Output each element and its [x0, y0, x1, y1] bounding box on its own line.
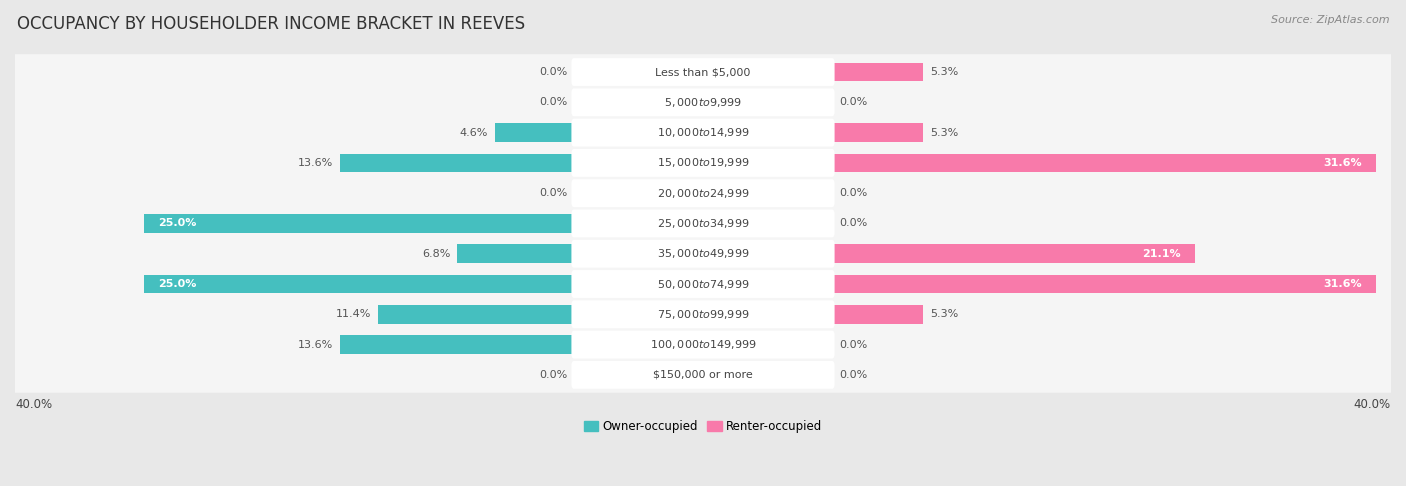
FancyBboxPatch shape	[571, 88, 835, 116]
Text: Less than $5,000: Less than $5,000	[655, 67, 751, 77]
FancyBboxPatch shape	[13, 266, 1393, 302]
FancyBboxPatch shape	[571, 179, 835, 207]
FancyBboxPatch shape	[571, 240, 835, 268]
Bar	[832, 244, 1195, 263]
FancyBboxPatch shape	[13, 296, 1393, 332]
FancyBboxPatch shape	[571, 270, 835, 298]
FancyBboxPatch shape	[13, 357, 1393, 393]
Text: 0.0%: 0.0%	[538, 188, 567, 198]
FancyBboxPatch shape	[571, 58, 835, 86]
Text: $5,000 to $9,999: $5,000 to $9,999	[664, 96, 742, 109]
FancyBboxPatch shape	[571, 330, 835, 359]
FancyBboxPatch shape	[13, 236, 1393, 272]
Text: 13.6%: 13.6%	[298, 158, 333, 168]
Bar	[143, 275, 574, 294]
FancyBboxPatch shape	[13, 327, 1393, 363]
Text: OCCUPANCY BY HOUSEHOLDER INCOME BRACKET IN REEVES: OCCUPANCY BY HOUSEHOLDER INCOME BRACKET …	[17, 15, 524, 33]
Text: $50,000 to $74,999: $50,000 to $74,999	[657, 278, 749, 291]
Bar	[832, 305, 924, 324]
FancyBboxPatch shape	[571, 119, 835, 147]
Text: 0.0%: 0.0%	[839, 188, 868, 198]
Text: 5.3%: 5.3%	[929, 67, 959, 77]
FancyBboxPatch shape	[571, 361, 835, 389]
FancyBboxPatch shape	[571, 300, 835, 328]
Bar	[143, 214, 574, 233]
Text: 0.0%: 0.0%	[538, 67, 567, 77]
Text: 0.0%: 0.0%	[538, 370, 567, 380]
Bar	[832, 154, 1375, 172]
Text: 0.0%: 0.0%	[538, 97, 567, 107]
FancyBboxPatch shape	[13, 85, 1393, 120]
Text: 6.8%: 6.8%	[422, 249, 450, 259]
Text: 40.0%: 40.0%	[1354, 398, 1391, 411]
Text: 25.0%: 25.0%	[157, 279, 195, 289]
Text: 40.0%: 40.0%	[15, 398, 52, 411]
Text: 13.6%: 13.6%	[298, 340, 333, 349]
FancyBboxPatch shape	[571, 209, 835, 237]
Bar	[378, 305, 574, 324]
Text: $100,000 to $149,999: $100,000 to $149,999	[650, 338, 756, 351]
Text: $35,000 to $49,999: $35,000 to $49,999	[657, 247, 749, 260]
FancyBboxPatch shape	[571, 149, 835, 177]
Text: 21.1%: 21.1%	[1143, 249, 1181, 259]
Text: $20,000 to $24,999: $20,000 to $24,999	[657, 187, 749, 200]
Bar	[340, 154, 574, 172]
Bar	[457, 244, 574, 263]
Text: $150,000 or more: $150,000 or more	[654, 370, 752, 380]
Text: 31.6%: 31.6%	[1323, 279, 1362, 289]
Text: $10,000 to $14,999: $10,000 to $14,999	[657, 126, 749, 139]
Bar	[832, 63, 924, 82]
FancyBboxPatch shape	[13, 175, 1393, 211]
FancyBboxPatch shape	[13, 115, 1393, 151]
Text: 0.0%: 0.0%	[839, 219, 868, 228]
Bar	[832, 275, 1375, 294]
Text: 11.4%: 11.4%	[336, 309, 371, 319]
Bar	[495, 123, 574, 142]
Bar	[832, 123, 924, 142]
Text: $15,000 to $19,999: $15,000 to $19,999	[657, 156, 749, 170]
FancyBboxPatch shape	[13, 206, 1393, 242]
Text: 31.6%: 31.6%	[1323, 158, 1362, 168]
Text: 5.3%: 5.3%	[929, 128, 959, 138]
Text: 0.0%: 0.0%	[839, 340, 868, 349]
Text: $25,000 to $34,999: $25,000 to $34,999	[657, 217, 749, 230]
FancyBboxPatch shape	[13, 54, 1393, 90]
Text: 0.0%: 0.0%	[839, 370, 868, 380]
Bar	[340, 335, 574, 354]
Text: Source: ZipAtlas.com: Source: ZipAtlas.com	[1271, 15, 1389, 25]
Text: 0.0%: 0.0%	[839, 97, 868, 107]
FancyBboxPatch shape	[15, 57, 1391, 390]
Text: 4.6%: 4.6%	[460, 128, 488, 138]
FancyBboxPatch shape	[13, 145, 1393, 181]
Legend: Owner-occupied, Renter-occupied: Owner-occupied, Renter-occupied	[579, 416, 827, 438]
Text: 5.3%: 5.3%	[929, 309, 959, 319]
Text: $75,000 to $99,999: $75,000 to $99,999	[657, 308, 749, 321]
Text: 25.0%: 25.0%	[157, 219, 195, 228]
